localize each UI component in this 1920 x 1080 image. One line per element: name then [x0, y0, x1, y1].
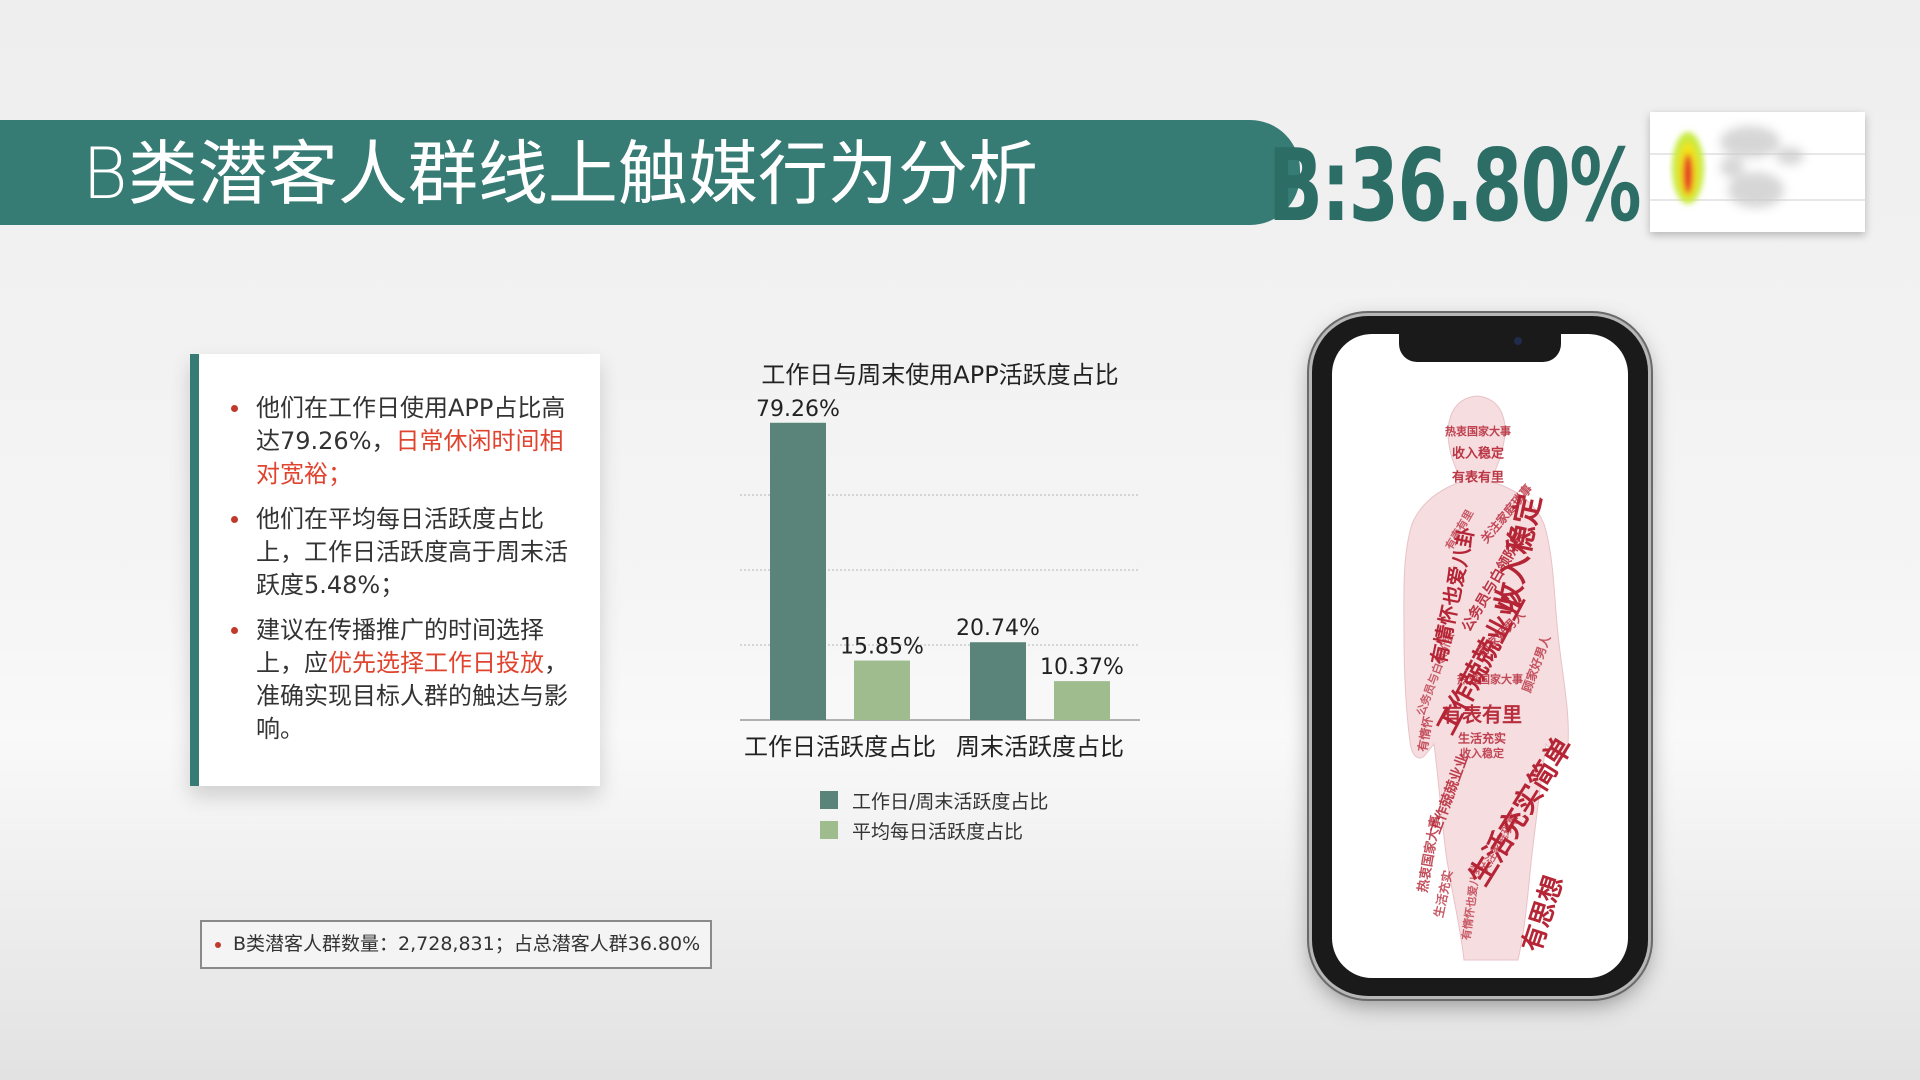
bar-chart: 79.26% 15.85% 工作日活跃度占比 20.74%10.37% 周末活跃度占比	[740, 397, 1140, 761]
heatmap-thumbnail	[1650, 112, 1865, 232]
phone-silent-switch	[1308, 418, 1312, 446]
bar-2-1	[854, 660, 910, 720]
bar-2-2	[1054, 681, 1110, 720]
insight-bullet: 他们在工作日使用APP占比高达79.26%，日常休闲时间相对宽裕；	[228, 392, 570, 491]
wordcloud-silhouette: 工作兢兢业业收入稳定生活充实简单有思想有表有里热衷国家大事收入稳定有表有里有情怀…	[1403, 395, 1579, 961]
insight-card: 他们在工作日使用APP占比高达79.26%，日常休闲时间相对宽裕； 他们在平均每日…	[190, 354, 600, 786]
wordcloud-word: 有表有里	[1452, 470, 1504, 486]
chart-title: 工作日与周末使用APP活跃度占比	[761, 361, 1119, 389]
category-label: 周末活跃度占比	[956, 733, 1124, 761]
title-bar	[0, 120, 1300, 225]
population-note: B类潜客人群数量：2,728,831；占总潜客人群36.80%	[200, 920, 712, 969]
legend-item-series-1: 工作日/周末活跃度占比	[820, 785, 1048, 815]
wordcloud-word: 热衷国家大事	[1445, 424, 1511, 438]
phone-volume-up	[1308, 462, 1312, 516]
highlight-text: 日常休闲时间相对宽裕；	[256, 427, 564, 488]
wordcloud-word: 有情怀	[1415, 715, 1436, 753]
data-label: 10.37%	[1040, 655, 1124, 680]
segment-share: B:36.80%	[1268, 127, 1641, 244]
bullet-text: ，准确实现目标人群的触达与影响。	[256, 649, 568, 743]
legend-label-series-1: 工作日/周末活跃度占比	[852, 790, 1049, 813]
page-title: B类潜客人群线上触媒行为分析	[82, 133, 1038, 215]
phone-notch	[1399, 332, 1561, 362]
wordcloud-word: 生活充实	[1431, 869, 1456, 919]
card-accent-bar	[190, 354, 199, 786]
data-label: 79.26%	[756, 397, 840, 422]
bar-1-1	[770, 422, 826, 720]
data-label: 15.85%	[840, 635, 924, 660]
legend-swatch-series-2	[820, 821, 838, 839]
wordcloud-word: 生活充实	[1458, 731, 1506, 746]
heatmap-image	[1650, 126, 1865, 208]
data-label: 20.74%	[956, 616, 1040, 641]
wordcloud-word: 收入稳定	[1452, 446, 1504, 462]
legend-swatch-series-1	[820, 791, 838, 809]
bullet-text: 他们在平均每日活跃度占比上，工作日活跃度高于周末活跃度5.48%；	[256, 505, 568, 599]
category-label: 工作日活跃度占比	[744, 733, 936, 761]
bullet-text: 建议在传播推广的时间选择上，应	[256, 616, 544, 677]
phone-volume-down	[1308, 526, 1312, 580]
wordcloud-word: 热衷国家大事	[1457, 672, 1523, 686]
bar-1-2	[970, 642, 1026, 720]
legend-item-series-2: 平均每日活跃度占比	[820, 815, 1048, 845]
insight-list: 他们在工作日使用APP占比高达79.26%，日常休闲时间相对宽裕； 他们在平均每日…	[190, 354, 600, 746]
phone-power-button	[1648, 480, 1652, 564]
camera-icon	[1514, 337, 1522, 345]
chart-legend: 工作日/周末活跃度占比 平均每日活跃度占比	[820, 785, 1048, 845]
highlight-text: 优先选择工作日投放	[328, 649, 544, 677]
insight-bullet: 他们在平均每日活跃度占比上，工作日活跃度高于周末活跃度5.48%；	[228, 503, 570, 602]
wordcloud-word: 有表有里	[1442, 703, 1522, 727]
silhouette-shape	[1403, 395, 1569, 961]
phone-screen: 工作兢兢业业 收入稳定 生活充实简单 有思想 有表有里 热衷国家大事 收入稳定 有表有里 有情怀…	[1332, 334, 1628, 978]
bullet-text: 他们在工作日使用APP占比高达79.26%，	[256, 394, 566, 455]
legend-label-series-2: 平均每日活跃度占比	[852, 820, 1024, 843]
insight-bullet: 建议在传播推广的时间选择上，应优先选择工作日投放，准确实现目标人群的触达与影响。	[228, 614, 570, 746]
wordcloud-word: 收入稳定	[1460, 746, 1504, 760]
